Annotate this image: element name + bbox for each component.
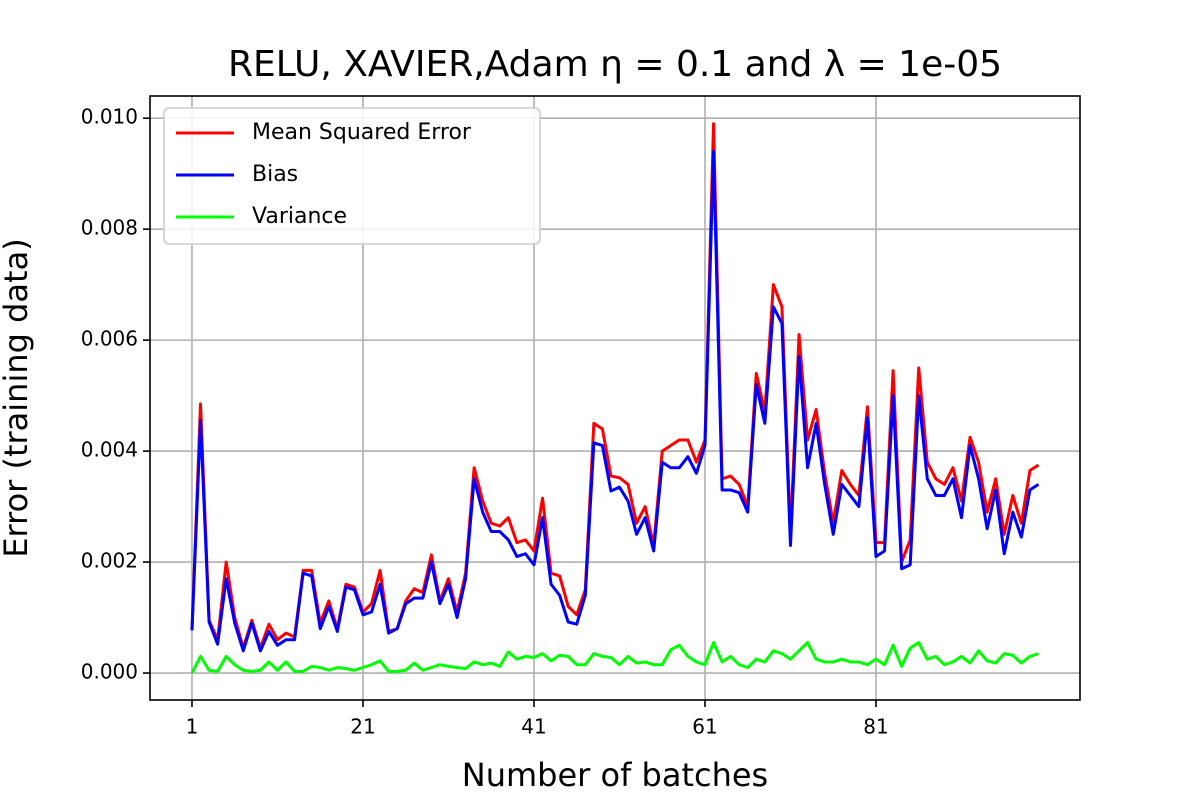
chart-title: RELU, XAVIER,Adam η = 0.1 and λ = 1e-05 bbox=[228, 44, 1002, 85]
y-tick-label: 0.002 bbox=[81, 549, 138, 573]
series-line bbox=[190, 149, 1040, 653]
y-tick-label: 0.006 bbox=[81, 327, 138, 351]
y-tick-label: 0.008 bbox=[81, 216, 138, 240]
legend-label: Variance bbox=[252, 204, 347, 229]
y-tick-label: 0.000 bbox=[81, 660, 138, 684]
legend-label: Mean Squared Error bbox=[252, 120, 472, 145]
legend-box bbox=[163, 107, 541, 245]
x-tick-label: 81 bbox=[863, 715, 888, 739]
y-axis-label: Error (training data) bbox=[0, 238, 35, 557]
legend-label: Bias bbox=[252, 162, 298, 187]
x-tick-label: 41 bbox=[521, 715, 546, 739]
y-tick-label: 0.010 bbox=[81, 105, 138, 129]
x-tick-label: 1 bbox=[186, 715, 199, 739]
plot-frame bbox=[149, 95, 1081, 701]
y-tick-label: 0.004 bbox=[81, 438, 138, 462]
x-tick-label: 61 bbox=[692, 715, 717, 739]
series-line bbox=[190, 641, 1039, 674]
x-tick-label: 21 bbox=[350, 715, 375, 739]
x-axis-label: Number of batches bbox=[462, 756, 768, 794]
